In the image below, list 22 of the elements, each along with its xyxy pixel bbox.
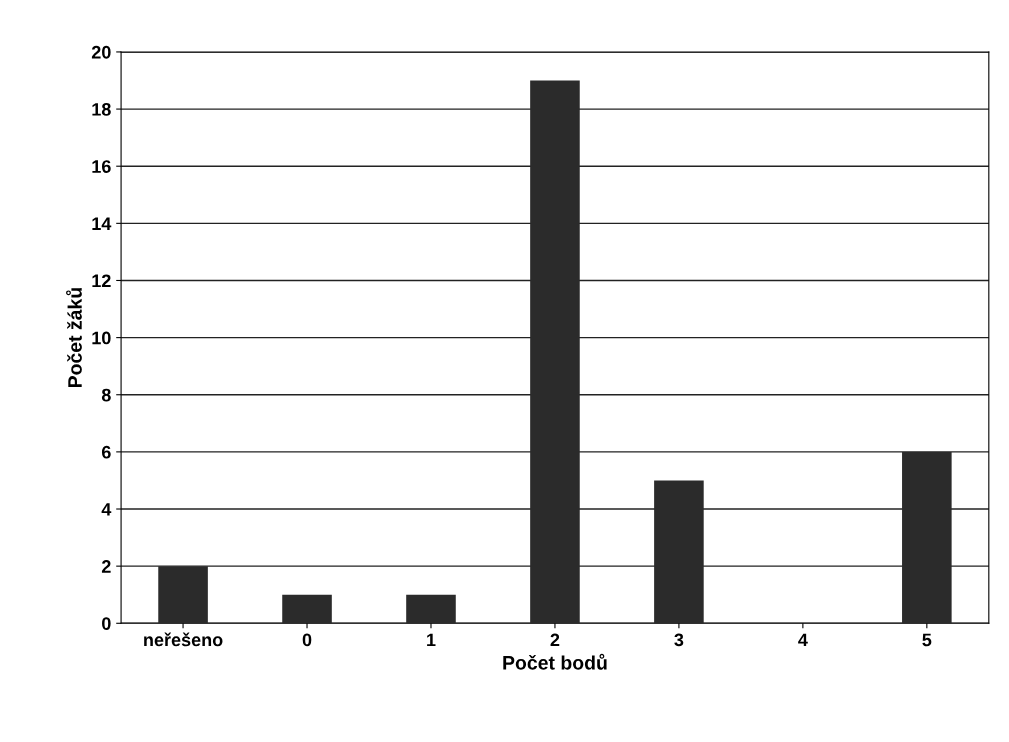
y-tick-label: 14: [92, 217, 112, 230]
y-tick-label: 18: [92, 103, 111, 116]
y-axis-title: Počet žáků: [66, 288, 82, 388]
y-tick-label: 6: [101, 445, 111, 459]
y-tick-label: 10: [92, 331, 111, 345]
x-tick-label: 0: [302, 633, 312, 647]
y-tick-label: 0: [102, 617, 111, 630]
x-tick-label: 3: [674, 633, 684, 647]
y-tick-label: 4: [101, 503, 112, 516]
y-tick-label: 2: [101, 560, 111, 573]
x-tick-label: 4: [798, 633, 808, 647]
x-tick-label: 1: [427, 633, 436, 647]
bar: [282, 594, 332, 624]
y-tick-label: 12: [92, 274, 111, 288]
x-tick-label: 5: [922, 633, 932, 647]
y-tick-label: 16: [92, 160, 111, 173]
x-tick-label: 2: [550, 633, 560, 647]
x-tick-label: neřešeno: [144, 632, 223, 647]
y-tick-label: 8: [101, 388, 111, 402]
y-tick-label: 20: [91, 45, 111, 59]
x-axis-title: Počet bodů: [503, 653, 607, 670]
bar: [406, 594, 456, 624]
